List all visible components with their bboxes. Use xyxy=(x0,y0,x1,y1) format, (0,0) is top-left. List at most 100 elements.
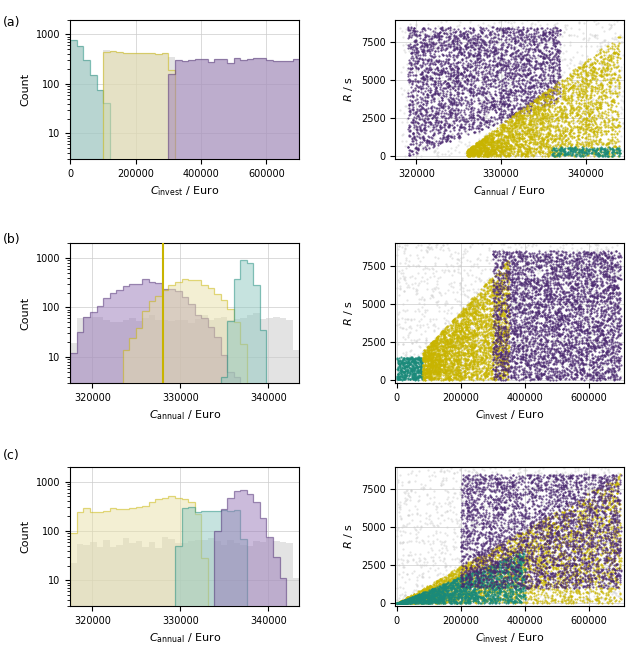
Point xyxy=(500,515,510,526)
Point xyxy=(401,596,412,606)
Point xyxy=(515,502,525,512)
Point xyxy=(516,569,526,579)
Point xyxy=(449,595,460,605)
Point xyxy=(527,483,537,494)
Point xyxy=(588,106,598,117)
Point xyxy=(579,523,589,533)
Point xyxy=(508,586,518,597)
Point xyxy=(486,149,497,159)
Point xyxy=(522,273,532,284)
Point xyxy=(461,125,472,136)
Point xyxy=(444,366,454,376)
Point xyxy=(493,42,504,53)
Point xyxy=(506,125,516,135)
Point xyxy=(605,122,615,132)
Point xyxy=(589,295,599,306)
Point xyxy=(532,359,543,370)
Point xyxy=(396,511,406,522)
Point xyxy=(520,509,530,519)
Point xyxy=(531,93,541,104)
Point xyxy=(532,565,543,576)
Point xyxy=(584,320,594,331)
Point xyxy=(505,594,515,604)
Point xyxy=(480,333,490,344)
Point xyxy=(584,494,594,504)
Point xyxy=(519,126,529,137)
Point xyxy=(582,107,593,117)
Point xyxy=(579,113,589,124)
Point xyxy=(572,506,582,516)
Point xyxy=(482,148,492,158)
Point xyxy=(575,320,586,331)
Point xyxy=(551,330,561,340)
Point xyxy=(518,329,528,340)
Point xyxy=(518,592,528,602)
Point xyxy=(392,598,403,608)
Point xyxy=(482,67,492,78)
Point xyxy=(475,300,485,310)
Point xyxy=(432,582,442,593)
Point xyxy=(436,67,447,77)
Point xyxy=(444,580,454,590)
Point xyxy=(595,276,605,286)
Point xyxy=(472,581,482,591)
Point xyxy=(532,598,542,608)
Point xyxy=(583,80,593,90)
Point xyxy=(415,73,426,83)
Point xyxy=(577,150,588,160)
Point xyxy=(608,593,618,604)
Point xyxy=(476,138,486,149)
Point xyxy=(515,108,525,119)
Point xyxy=(598,301,609,312)
Point xyxy=(591,290,602,301)
Point xyxy=(466,149,476,160)
Point xyxy=(531,492,541,502)
Point xyxy=(436,134,447,144)
Point xyxy=(472,484,482,495)
Point xyxy=(465,579,476,589)
Point xyxy=(447,591,458,601)
Point xyxy=(424,117,434,127)
Point xyxy=(515,79,525,89)
Point xyxy=(509,43,519,53)
Point xyxy=(486,597,496,607)
Point xyxy=(570,574,580,585)
Point xyxy=(519,112,529,123)
Point xyxy=(429,96,439,106)
Point xyxy=(540,542,550,553)
Point xyxy=(469,593,479,603)
Point xyxy=(608,113,618,124)
Point xyxy=(511,539,522,549)
Point xyxy=(419,276,429,286)
Point xyxy=(467,534,477,544)
Point xyxy=(566,330,577,340)
Point xyxy=(580,117,591,128)
Point xyxy=(525,469,536,479)
Point xyxy=(504,572,515,583)
Point xyxy=(561,567,572,577)
Point xyxy=(484,322,495,333)
Point xyxy=(502,593,512,603)
Point xyxy=(541,557,551,567)
Point xyxy=(459,67,469,78)
Point xyxy=(483,567,493,578)
Point xyxy=(569,505,579,515)
Point xyxy=(506,583,516,593)
Point xyxy=(415,595,425,605)
Point xyxy=(549,293,559,304)
Point xyxy=(575,286,586,296)
Point xyxy=(486,78,496,89)
Point xyxy=(434,362,444,372)
Point xyxy=(573,569,583,579)
Point xyxy=(497,342,508,352)
Point xyxy=(490,281,500,291)
Point xyxy=(492,541,502,551)
Point xyxy=(607,134,618,144)
Point xyxy=(488,562,498,572)
Point xyxy=(458,564,468,574)
Point xyxy=(499,543,509,554)
Point xyxy=(511,244,521,254)
Point xyxy=(486,119,496,130)
Point xyxy=(470,63,480,74)
Point xyxy=(500,146,511,156)
